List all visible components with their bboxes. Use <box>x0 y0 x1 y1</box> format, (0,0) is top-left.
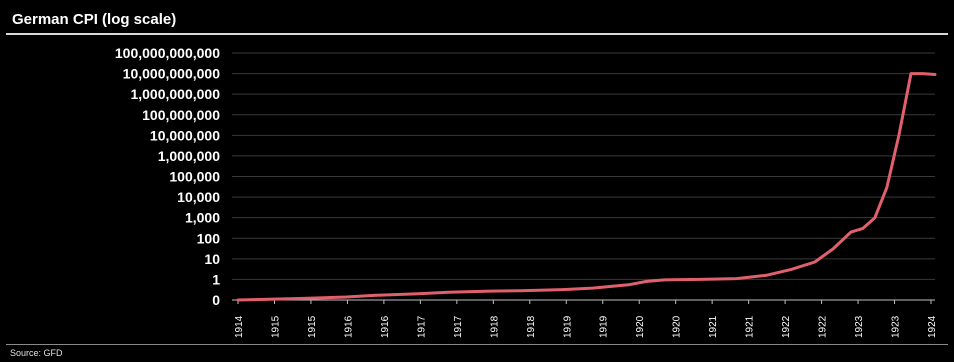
x-tick-label: 1915 <box>307 315 318 338</box>
x-tick-label: 1921 <box>745 315 756 338</box>
x-tick-label: 1917 <box>416 315 427 338</box>
x-tick-label: 1923 <box>891 315 902 338</box>
y-tick-label: 100,000,000,000 <box>115 45 220 61</box>
x-tick-label: 1918 <box>489 315 500 338</box>
y-tick-label: 100,000,000 <box>142 107 220 123</box>
y-tick-label: 1,000,000 <box>158 148 220 164</box>
x-tick-label: 1922 <box>818 315 829 338</box>
y-tick-label: 10,000 <box>177 189 220 205</box>
x-tick-label: 1919 <box>562 315 573 338</box>
x-tick-label: 1924 <box>927 315 938 338</box>
x-tick-label: 1915 <box>270 315 281 338</box>
y-tick-label: 100,000 <box>169 169 220 185</box>
y-tick-label: 1,000 <box>185 210 220 226</box>
x-tick-label: 1922 <box>781 315 792 338</box>
y-tick-label: 1 <box>212 271 220 287</box>
x-tick-label: 1914 <box>234 315 245 338</box>
x-tick-label: 1916 <box>343 315 354 338</box>
y-tick-label: 10 <box>204 251 220 267</box>
x-tick-label: 1918 <box>526 315 537 338</box>
x-tick-label: 1921 <box>708 315 719 338</box>
x-tick-label: 1916 <box>380 315 391 338</box>
title-divider <box>6 33 948 35</box>
x-tick-label: 1923 <box>854 315 865 338</box>
source-note: Source: GFD <box>10 348 63 358</box>
x-tick-label: 1917 <box>453 315 464 338</box>
y-tick-label: 10,000,000,000 <box>123 66 221 82</box>
y-tick-label: 100 <box>197 230 221 246</box>
y-tick-label: 0 <box>212 292 220 308</box>
chart-title: German CPI (log scale) <box>12 11 177 28</box>
footer-divider <box>6 344 948 345</box>
y-tick-label: 1,000,000,000 <box>130 86 220 102</box>
x-tick-label: 1920 <box>672 315 683 338</box>
x-tick-label: 1920 <box>635 315 646 338</box>
x-tick-label: 1919 <box>599 315 610 338</box>
y-tick-label: 10,000,000 <box>150 127 220 143</box>
cpi-series-line <box>236 72 937 302</box>
